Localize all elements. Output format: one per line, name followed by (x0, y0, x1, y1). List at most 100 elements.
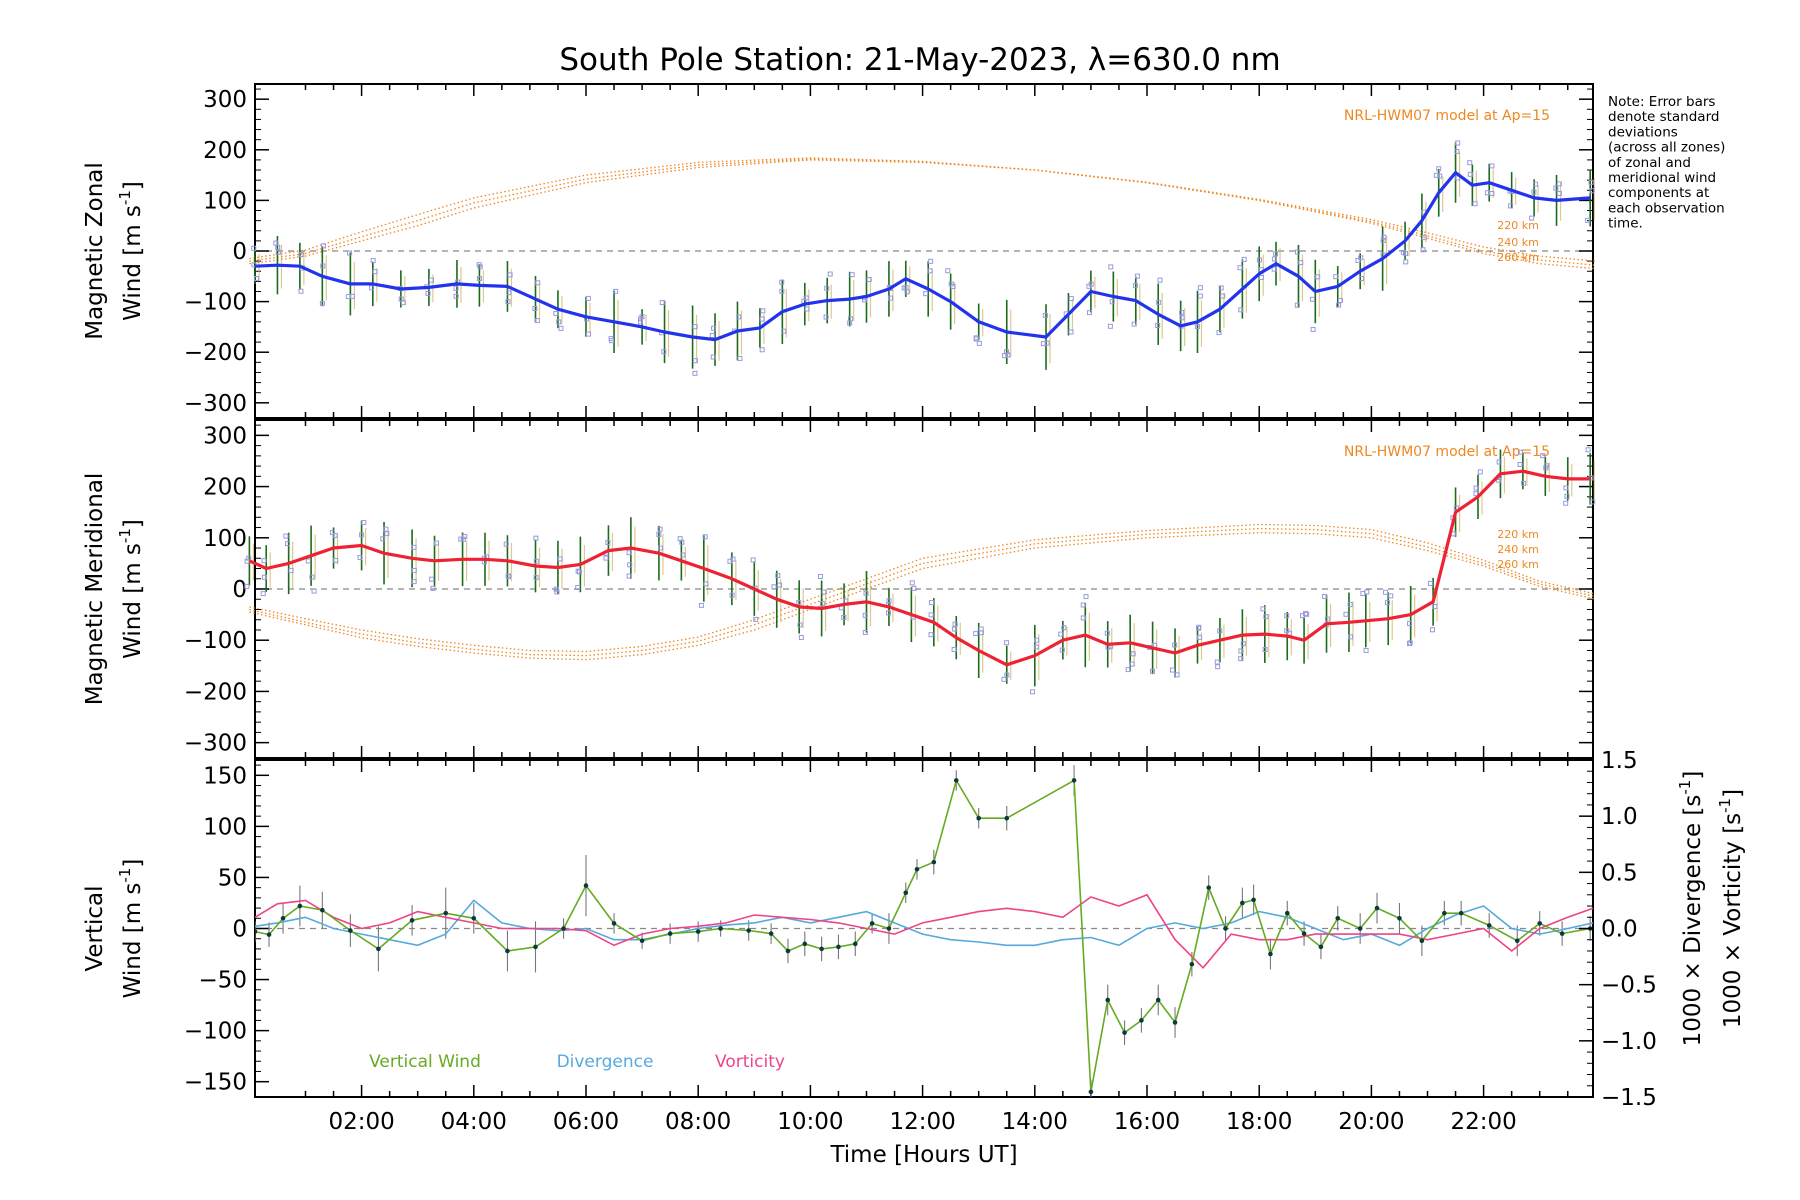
note-line: meridional wind (1608, 170, 1716, 186)
zone-sample-marker (605, 539, 611, 545)
model-curve (249, 523, 1596, 653)
zone-sample-marker (369, 285, 375, 291)
zone-sample-marker (779, 288, 785, 294)
zone-sample-marker (1517, 461, 1523, 467)
zone-sample-marker (1496, 477, 1502, 483)
vertical-wind-point (611, 921, 617, 926)
zone-sample-marker (823, 314, 829, 320)
y-axis-unit-close: ] (120, 519, 146, 528)
divergence-axis-text: 1000 × Divergence [s (1680, 795, 1706, 1047)
zone-sample-marker (603, 555, 609, 561)
zone-sample-marker (781, 328, 787, 334)
zone-sample-marker (1029, 689, 1035, 695)
zone-sample-marker (1477, 469, 1483, 475)
zone-sample-marker (347, 250, 353, 256)
zone-sample-marker (1324, 616, 1330, 622)
zone-sample-marker (626, 550, 632, 556)
zone-sample-marker (260, 591, 266, 597)
zone-sample-marker (285, 541, 291, 547)
zone-sample-marker (1068, 329, 1074, 335)
zone-sample-marker (557, 556, 563, 562)
zone-sample-marker (1087, 310, 1093, 316)
y2-tick-label: −1.0 (1601, 1029, 1657, 1055)
zone-sample-marker (862, 630, 868, 636)
zone-sample-marker (244, 583, 250, 589)
zone-sample-marker (1384, 600, 1390, 606)
zone-sample-marker (575, 568, 581, 574)
model-altitude-label: 260 km (1497, 558, 1539, 571)
zone-sample-marker (273, 240, 279, 246)
zone-sample-marker (1473, 485, 1479, 491)
zone-sample-marker (659, 300, 665, 306)
zone-sample-marker (576, 569, 582, 575)
vertical-wind-point (280, 915, 286, 921)
zone-sample-marker (692, 370, 698, 376)
zone-sample-marker (1585, 217, 1591, 223)
zone-sample-marker (928, 612, 934, 618)
zone-sample-marker (677, 536, 683, 542)
zone-sample-marker (1454, 148, 1460, 154)
zone-sample-marker (1294, 302, 1300, 308)
zone-sample-marker (1407, 621, 1413, 627)
y-tick-label: 100 (203, 526, 247, 552)
zone-sample-marker (1553, 185, 1559, 191)
y-tick-label: 300 (203, 87, 247, 113)
x-tick-label: 18:00 (1226, 1109, 1292, 1135)
zone-sample-marker (380, 536, 386, 542)
vertical-wind-point (1223, 926, 1228, 931)
vertical-wind-point (785, 948, 791, 954)
zone-sample-marker (737, 355, 743, 361)
model-curve (249, 527, 1596, 657)
vertical-wind-point (1537, 921, 1543, 926)
zone-sample-marker (637, 319, 643, 325)
zone-sample-marker (1473, 491, 1479, 497)
zone-sample-marker (1406, 641, 1412, 647)
vertical-wind-point (1514, 938, 1520, 944)
chart-title: South Pole Station: 21-May-2023, λ=630.0… (559, 42, 1280, 78)
zone-sample-marker (1298, 260, 1304, 266)
y-axis-unit-exponent: -1 (116, 528, 134, 543)
zone-sample-marker (1197, 634, 1203, 640)
zone-sample-marker (827, 271, 833, 277)
zone-sample-marker (1556, 181, 1562, 187)
zone-sample-marker (1179, 309, 1185, 315)
zone-sample-marker (1343, 611, 1349, 617)
vertical-wind-point (1105, 997, 1111, 1003)
zone-sample-marker (1360, 591, 1366, 597)
divergence-axis-label: 1000 × Divergence [s-1] (1676, 771, 1706, 1047)
vertical-wind-point (819, 946, 824, 952)
vertical-wind-point (1318, 944, 1324, 950)
zone-sample-marker (904, 289, 910, 295)
zonal-wind-line (254, 171, 1591, 342)
zone-sample-marker (950, 284, 956, 290)
zone-sample-marker (1108, 264, 1114, 270)
zone-sample-marker (1294, 249, 1300, 255)
zone-sample-marker (332, 532, 338, 538)
y-axis-unit: Wind [m s (120, 883, 146, 999)
note-line: of zonal and (1608, 155, 1691, 171)
zone-sample-marker (505, 299, 511, 305)
x-tick-label: 12:00 (889, 1109, 955, 1135)
vertical-wind-point (836, 944, 841, 950)
zone-sample-marker (1241, 256, 1247, 262)
divergence-axis-exponent: -1 (1676, 780, 1694, 795)
x-tick-label: 04:00 (441, 1109, 507, 1135)
x-tick-label: 10:00 (777, 1109, 843, 1135)
model-label: NRL-HWM07 model at Ap=15 (1344, 108, 1550, 124)
zone-sample-marker (433, 540, 439, 546)
zone-sample-marker (1556, 190, 1562, 196)
vertical-wind-point (667, 931, 673, 936)
zone-sample-marker (1472, 201, 1478, 207)
zone-sample-marker (1381, 234, 1387, 240)
model-curve (249, 157, 1596, 262)
zone-sample-marker (817, 574, 823, 580)
zone-sample-marker (283, 533, 289, 539)
y-tick-label: −300 (184, 731, 247, 757)
vertical-wind-point (505, 948, 510, 954)
vertical-wind-point (1240, 900, 1245, 906)
zone-sample-marker (333, 557, 339, 563)
zone-sample-marker (1315, 274, 1321, 280)
note-line: each observation (1608, 200, 1725, 216)
zone-sample-marker (411, 544, 417, 550)
y2-tick-label: 0.0 (1601, 917, 1638, 943)
